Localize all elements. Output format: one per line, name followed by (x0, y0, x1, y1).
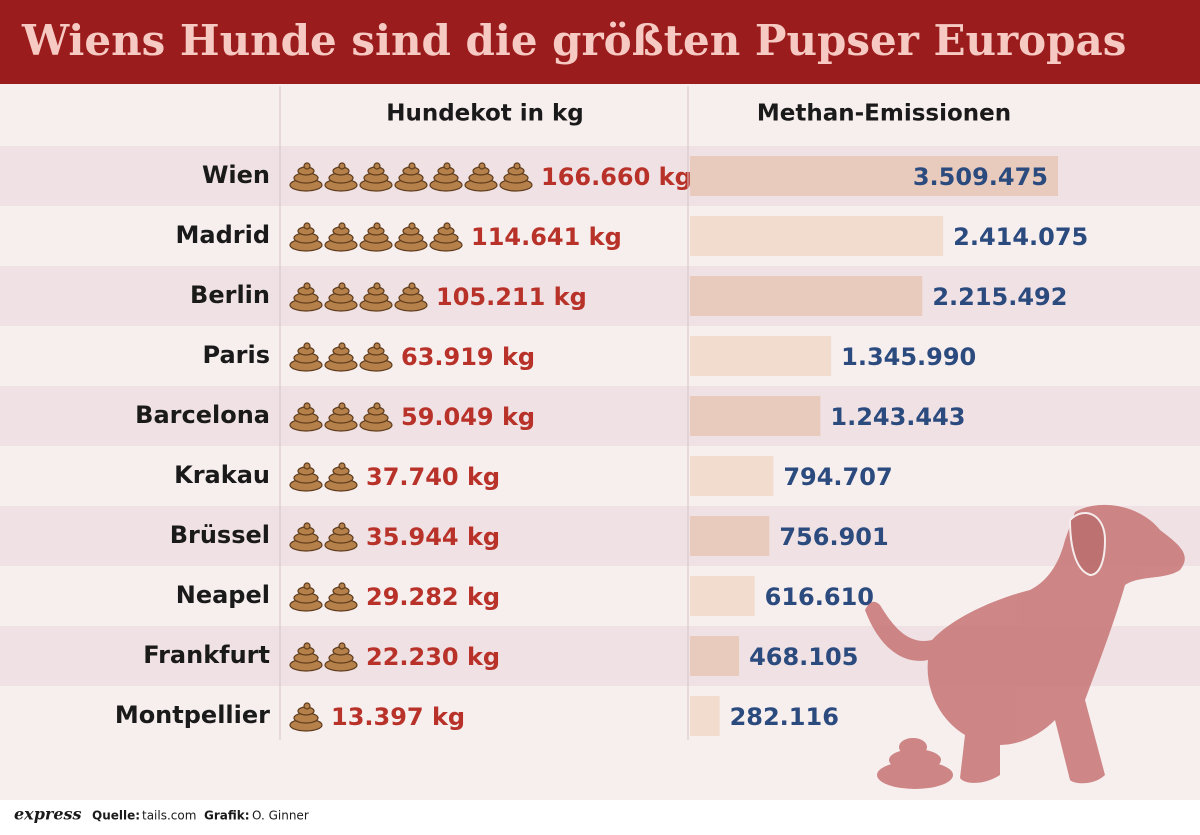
methan-bar (690, 216, 944, 256)
poop-icon-part (373, 402, 381, 410)
methan-bar (690, 516, 770, 556)
city: Wien (202, 161, 270, 189)
poop-icon-part (338, 582, 346, 590)
kot-value: 59.049 kg (401, 403, 535, 431)
kot-value: 114.641 kg (471, 223, 622, 251)
footer-bar (0, 800, 1200, 835)
city: Barcelona (135, 401, 270, 429)
methan-label: 2.215.492 (932, 283, 1067, 311)
poop-icons (289, 402, 393, 432)
poop-icons (289, 522, 358, 552)
column-header: Methan-Emissionen (757, 101, 1011, 127)
city: Paris (203, 341, 271, 369)
poop-icon-part (373, 222, 381, 230)
poop-icon-part (338, 402, 346, 410)
city: Montpellier (115, 701, 270, 729)
poop-icon-part (443, 222, 451, 230)
poop-icon-part (408, 282, 416, 290)
title: Wiens Hunde sind die größten Pupser Euro… (21, 16, 1126, 65)
methan-bar (690, 396, 821, 436)
graphic: O. Ginner (252, 809, 309, 823)
methan-label: 468.105 (749, 643, 858, 671)
poop-icon-part (303, 342, 311, 350)
poop-icon-part (303, 522, 311, 530)
poop-icon-part (303, 462, 311, 470)
kot-value: 166.660 kg (541, 163, 692, 191)
poop-icon-part (338, 522, 346, 530)
poop-icon-part (338, 642, 346, 650)
poop-icon-part (303, 282, 311, 290)
poop-icon-part (303, 222, 311, 230)
poop-icon-part (338, 222, 346, 230)
city: Neapel (176, 581, 270, 609)
source: tails.com (142, 809, 196, 823)
logo: express (14, 805, 82, 824)
kot-value: 63.919 kg (401, 343, 535, 371)
poop-icon-part (338, 342, 346, 350)
poop-icon-part (408, 222, 416, 230)
kot-value: 22.230 kg (366, 643, 500, 671)
methan-bar (690, 276, 923, 316)
poop-icons (289, 642, 358, 672)
poop-icon-part (303, 582, 311, 590)
poop-icons (289, 582, 358, 612)
poop-icon-part (478, 162, 486, 170)
poop-icon-part (338, 282, 346, 290)
row-stripe (0, 266, 1200, 326)
methan-bar (690, 576, 755, 616)
poop-icon-part (373, 162, 381, 170)
city: Krakau (174, 461, 270, 489)
methan-label: 616.610 (765, 583, 874, 611)
poop-icon-part (338, 162, 346, 170)
methan-label: 1.345.990 (841, 343, 976, 371)
methan-label: 1.243.443 (830, 403, 965, 431)
methan-bar (690, 156, 1058, 196)
poop-icon-part (303, 162, 311, 170)
city: Frankfurt (143, 641, 270, 669)
city: Berlin (190, 281, 270, 309)
row-stripe (0, 386, 1200, 446)
poop-icons (289, 342, 393, 372)
poop-icons (289, 162, 533, 192)
column-header: Hundekot in kg (386, 101, 584, 127)
methan-bar (690, 636, 740, 676)
kot-value: 105.211 kg (436, 283, 587, 311)
poop-icons (289, 462, 358, 492)
city: Madrid (176, 221, 271, 249)
methan-label: 756.901 (779, 523, 888, 551)
methan-label: 3.509.475 (913, 163, 1048, 191)
row-stripe (0, 506, 1200, 566)
poop-icon-part (513, 162, 521, 170)
poop-icon-part (373, 282, 381, 290)
source-label: Quelle: (92, 809, 140, 823)
dog-illustration (865, 504, 1185, 789)
methan-label: 2.414.075 (953, 223, 1088, 251)
poop-icons (289, 282, 428, 312)
kot-value: 37.740 kg (366, 463, 500, 491)
kot-value: 29.282 kg (366, 583, 500, 611)
poop-icon-part (303, 402, 311, 410)
methan-label: 282.116 (730, 703, 839, 731)
kot-value: 35.944 kg (366, 523, 500, 551)
methan-bar (690, 456, 774, 496)
kot-value: 13.397 kg (331, 703, 465, 731)
rows: Wien 166.660 kg 3.509.475 Madrid 114.641 kg 2… (0, 146, 1200, 736)
methan-label: 794.707 (783, 463, 892, 491)
poop-icons (289, 222, 463, 252)
methan-bar (690, 696, 720, 736)
poop-icons (289, 702, 323, 732)
poop-icon-part (443, 162, 451, 170)
methan-bar (690, 336, 832, 376)
poop-icon-part (408, 162, 416, 170)
city: Brüssel (170, 521, 270, 549)
poop-icon-part (338, 462, 346, 470)
poop-icon-part (373, 342, 381, 350)
poop-icon-part (303, 642, 311, 650)
poop-icon-part (303, 702, 311, 710)
header-bar (0, 0, 1200, 84)
graphic-label: Grafik: (204, 809, 250, 823)
